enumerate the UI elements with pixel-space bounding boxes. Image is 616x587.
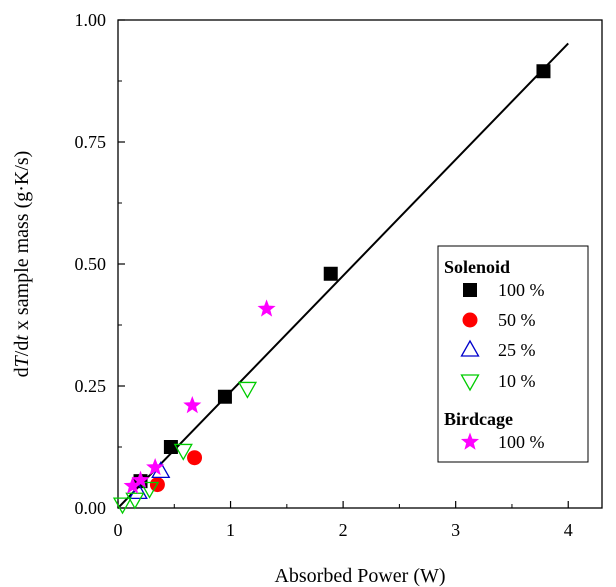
- y-tick-label: 0.00: [75, 498, 107, 518]
- point-solenoid-square: [323, 266, 338, 281]
- x-tick-label: 0: [114, 520, 123, 540]
- point-solenoid-triangle-down: [139, 481, 160, 499]
- x-tick-label: 2: [339, 520, 348, 540]
- point-solenoid-square: [536, 64, 551, 79]
- legend: Solenoid 100 % 50 % 25 % 10 % 100 % Birdcage: [437, 245, 589, 463]
- x-tick-label: 3: [451, 520, 460, 540]
- point-birdcage-star: [183, 396, 202, 414]
- legend-group-solenoid: Solenoid: [444, 257, 510, 277]
- point-solenoid-square: [217, 389, 232, 404]
- legend-label-solenoid: 25 %: [498, 340, 536, 360]
- point-birdcage-star: [123, 476, 142, 494]
- legend-marker-solenoid-triangle: [460, 339, 480, 357]
- y-axis-title: dT/dt x sample mass (g·K/s): [11, 151, 33, 378]
- point-birdcage-star: [146, 458, 165, 476]
- legend-group-birdcage: Birdcage: [444, 409, 513, 429]
- legend-marker-solenoid-circle: [462, 312, 478, 328]
- legend-label-solenoid: 10 %: [498, 371, 536, 391]
- point-solenoid-circle: [187, 450, 203, 466]
- legend-marker-birdcage-star: [460, 432, 480, 450]
- y-tick-label: 0.75: [75, 132, 107, 152]
- linear-fit-line: [117, 42, 569, 509]
- legend-label-solenoid: 100 %: [498, 280, 545, 300]
- point-solenoid-triangle-down: [237, 381, 258, 399]
- legend-entries: 100 % 50 % 25 % 10 % 100 %: [460, 280, 545, 452]
- point-solenoid-triangle-down: [112, 497, 133, 515]
- x-tick-label: 1: [226, 520, 235, 540]
- point-solenoid-square: [163, 440, 178, 454]
- point-solenoid-triangle-down: [125, 492, 145, 510]
- legend-marker-solenoid-triangle-down: [460, 374, 480, 392]
- y-tick-label: 0.50: [75, 254, 107, 274]
- point-solenoid-triangle-down: [173, 443, 193, 461]
- data-points: [112, 64, 551, 515]
- tick-labels: 0 1 2 3 4 0.00 0.25 0.50 0.75 1.00: [75, 10, 573, 540]
- y-tick-label: 1.00: [75, 10, 107, 30]
- legend-label-solenoid: 50 %: [498, 310, 536, 330]
- axis-ticks: [117, 19, 569, 509]
- point-birdcage-star: [131, 470, 150, 488]
- x-axis-title: Absorbed Power (W): [274, 565, 445, 587]
- point-birdcage-star: [257, 299, 276, 317]
- x-tick-label: 4: [564, 520, 573, 540]
- legend-label-birdcage: 100 %: [498, 432, 545, 452]
- y-tick-label: 0.25: [75, 376, 107, 396]
- legend-marker-solenoid-square: [463, 283, 477, 297]
